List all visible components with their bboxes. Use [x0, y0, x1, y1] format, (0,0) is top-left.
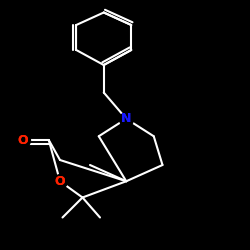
Text: N: N — [121, 112, 132, 125]
Text: N: N — [121, 112, 132, 125]
Text: O: O — [17, 134, 28, 146]
Text: O: O — [55, 175, 65, 188]
Text: O: O — [17, 134, 28, 146]
Text: O: O — [55, 175, 65, 188]
